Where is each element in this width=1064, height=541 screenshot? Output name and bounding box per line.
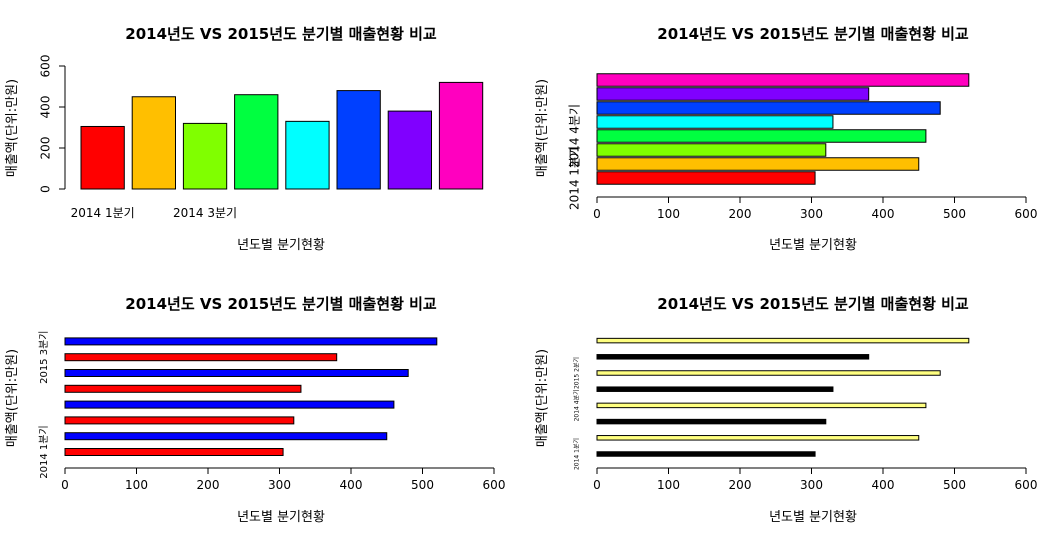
x-tick-label: 200	[729, 207, 752, 221]
bar-2014 3분기	[596, 143, 827, 157]
bar-2015 4분기	[596, 73, 970, 87]
x-tick-label: 500	[943, 207, 966, 221]
x-tick-label: 0	[593, 478, 601, 492]
y-category-label: 2014 1분기	[573, 438, 581, 470]
x-tick-label: 600	[1015, 478, 1038, 492]
x-tick-label: 500	[943, 478, 966, 492]
bar-2014 3분기	[596, 418, 827, 425]
x-tick-label: 600	[483, 478, 506, 492]
y-tick-label: 200	[39, 137, 53, 160]
x-tick-label: 100	[657, 207, 680, 221]
bar-2015 1분기	[596, 115, 834, 129]
bar-2014 1분기	[596, 451, 816, 457]
x-tick-label: 400	[872, 478, 895, 492]
y-category-label: 2014 1분기	[568, 146, 582, 210]
y-category-label: 2014 4분기	[568, 104, 582, 168]
x-tick-label: 300	[800, 478, 823, 492]
x-category-label: 2014 1분기	[71, 206, 135, 220]
x-tick-label: 400	[340, 478, 363, 492]
bar-2014 3분기	[182, 122, 228, 190]
x-axis-label: 년도별 분기현황	[769, 510, 857, 525]
bar-2015 4분기	[64, 337, 438, 346]
x-tick-label: 600	[1015, 207, 1038, 221]
chart-title: 2014년도 VS 2015년도 분기별 매출현황 비교	[125, 295, 437, 313]
bar-2015 2분기	[596, 370, 941, 376]
bar-2014 2분기	[64, 432, 388, 441]
chart-panel-top-right: 2014년도 VS 2015년도 분기별 매출현황 비교 년도별 분기현황 매출…	[535, 25, 1037, 253]
bar-2014 3분기	[64, 416, 295, 425]
bar-2015 1분기	[285, 120, 330, 190]
plot-area: 0 200 400 600 2014 1분기 2014 3분기	[39, 55, 484, 220]
x-axis-label: 년도별 분기현황	[769, 238, 857, 253]
plot-area: 0 100 200 300 400 500 600 2014 1분기 2015 2분기2014 …	[573, 337, 1038, 492]
chart-title: 2014년도 VS 2015년도 분기별 매출현황 비교	[657, 295, 969, 313]
y-axis-label: 매출액(단위:만원)	[5, 79, 20, 177]
x-tick-label: 0	[593, 207, 601, 221]
y-category-label: 2015 2분기	[573, 357, 581, 389]
bar-2014 4분기	[596, 129, 927, 143]
bar-2015 3분기	[64, 353, 338, 362]
bar-2015 4분기	[438, 81, 484, 190]
bar-2014 4분기	[234, 94, 279, 190]
bar-2014 1분기	[80, 125, 125, 190]
x-axis-label: 년도별 분기현황	[237, 238, 325, 253]
y-tick-label: 600	[39, 55, 53, 78]
bar-2015 2분기	[596, 101, 941, 115]
bar-2015 1분기	[596, 386, 834, 392]
bar-2014 1분기	[64, 448, 284, 456]
x-tick-label: 100	[657, 478, 680, 492]
bar-2015 4분기	[596, 337, 970, 344]
chart-panel-top-left: 2014년도 VS 2015년도 분기별 매출현황 비교 년도별 분기현황 매출…	[5, 25, 484, 253]
x-tick-label: 200	[197, 478, 220, 492]
y-tick-label: 400	[39, 96, 53, 119]
chart-panel-bottom-left: 2014년도 VS 2015년도 분기별 매출현황 비교 년도별 분기현황 매출…	[5, 295, 505, 525]
x-tick-label: 300	[800, 207, 823, 221]
y-tick-label: 0	[39, 185, 53, 193]
bar-2014 4분기	[596, 402, 927, 409]
x-tick-label: 400	[872, 207, 895, 221]
chart-panel-bottom-right: 2014년도 VS 2015년도 분기별 매출현황 비교 년도별 분기현황 매출…	[535, 295, 1037, 525]
bar-2015 3분기	[387, 110, 433, 190]
bar-2014 2분기	[131, 96, 176, 190]
y-category-label: 2015 3분기	[38, 331, 50, 384]
y-category-label: 2014 1분기	[38, 425, 50, 478]
bar-2014 2분기	[596, 435, 920, 441]
bar-2015 3분기	[596, 354, 870, 360]
chart-title: 2014년도 VS 2015년도 분기별 매출현황 비교	[657, 25, 969, 43]
x-tick-label: 100	[125, 478, 148, 492]
bar-2014 1분기	[596, 171, 816, 185]
bar-2015 3분기	[596, 87, 870, 101]
bar-2015 1분기	[64, 384, 302, 393]
bar-2014 4분기	[64, 400, 395, 409]
y-axis-label: 매출액(단위:만원)	[535, 349, 550, 447]
bar-2015 2분기	[64, 369, 409, 377]
x-tick-label: 300	[268, 478, 291, 492]
x-tick-label: 200	[729, 478, 752, 492]
bar-2015 2분기	[336, 90, 381, 190]
x-tick-label: 500	[411, 478, 434, 492]
bar-2014 2분기	[596, 157, 920, 171]
x-category-label: 2014 3분기	[173, 206, 237, 220]
y-category-label: 2014 4분기	[573, 389, 581, 421]
x-axis-label: 년도별 분기현황	[237, 510, 325, 525]
chart-title: 2014년도 VS 2015년도 분기별 매출현황 비교	[125, 25, 437, 43]
x-tick-label: 0	[61, 478, 69, 492]
y-axis-label: 매출액(단위:만원)	[535, 79, 550, 177]
plot-area: 0 100 200 300 400 500 600 2014 1분기 2015 3분기	[38, 331, 505, 492]
y-axis-label: 매출액(단위:만원)	[5, 349, 20, 447]
